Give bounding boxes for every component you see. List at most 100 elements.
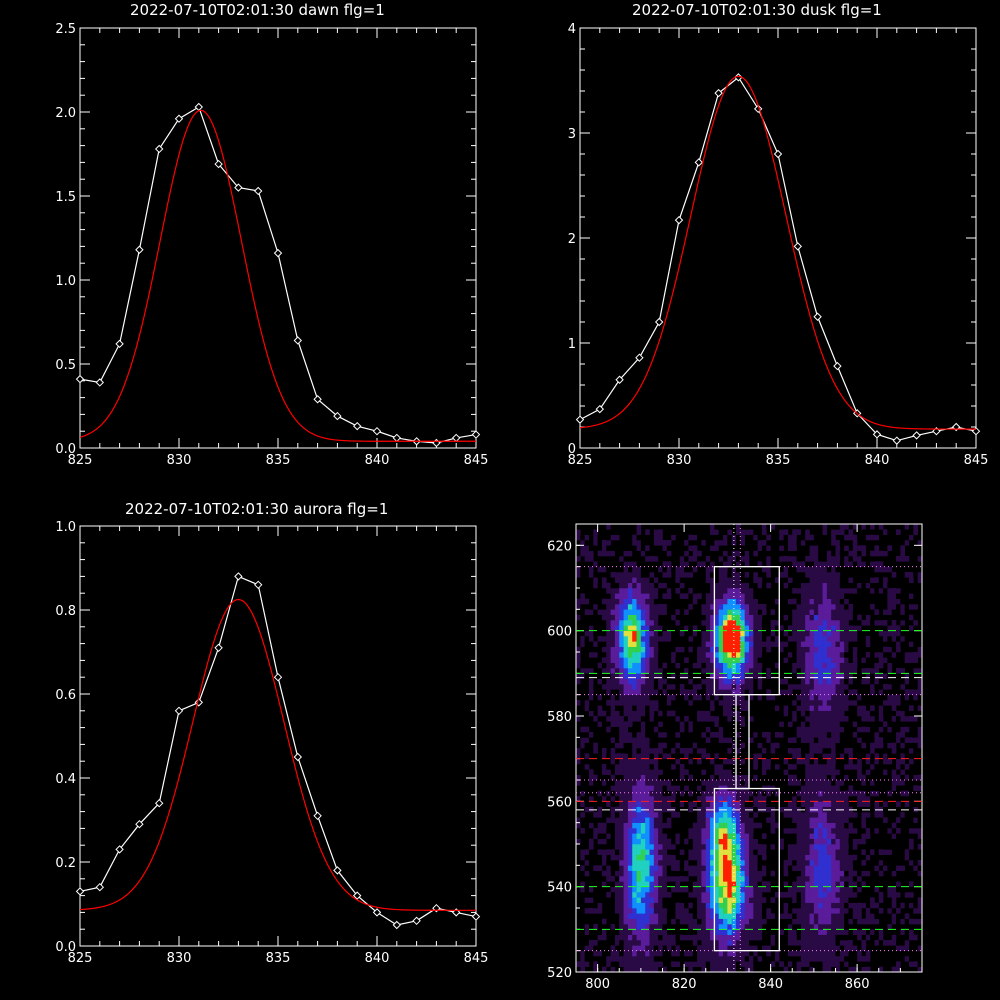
heatmap-cell [774, 742, 780, 749]
heatmap-cell [640, 710, 646, 717]
heatmap-cell [718, 556, 724, 562]
heatmap-cell [835, 588, 841, 594]
heatmap-cell [818, 870, 823, 877]
heatmap-cell [779, 716, 784, 722]
heatmap-cell [684, 908, 689, 914]
heatmap-cell [805, 614, 810, 621]
heatmap-cell [671, 657, 676, 663]
heatmap-cell [619, 540, 624, 546]
heatmap-cell [822, 902, 828, 909]
heatmap-cell [666, 684, 672, 690]
heatmap-cell [844, 726, 849, 733]
heatmap-cell [779, 854, 784, 861]
heatmap-cell [688, 934, 694, 941]
heatmap-cell [792, 545, 797, 551]
heatmap-cell [701, 598, 707, 605]
heatmap-cell [636, 966, 642, 973]
heatmap-cell [675, 540, 681, 546]
heatmap-cell [723, 908, 728, 914]
heatmap-cell [753, 929, 758, 935]
heatmap-cell [692, 604, 698, 610]
heatmap-cell [679, 641, 685, 647]
heatmap-cell [822, 721, 828, 727]
heatmap-cell [757, 945, 763, 951]
heatmap-cell [852, 902, 858, 909]
heatmap-cell [723, 625, 728, 631]
heatmap-cell [744, 726, 750, 733]
heatmap-cell [601, 694, 607, 701]
heatmap-cell [766, 716, 771, 722]
heatmap-cell [675, 785, 681, 791]
heatmap-cell [848, 860, 854, 866]
heatmap-cell [576, 534, 581, 541]
aurora-observed-point [293, 752, 303, 762]
heatmap-cell [701, 673, 707, 679]
heatmap-cell [645, 769, 650, 775]
heatmap-cell [809, 881, 815, 887]
heatmap-cell [792, 673, 797, 679]
heatmap-cell [753, 924, 758, 930]
heatmap-cell [610, 694, 616, 701]
heatmap-cell [640, 945, 646, 951]
heatmap-cell [723, 545, 728, 551]
heatmap-cell [753, 710, 758, 717]
heatmap-cell [593, 940, 598, 946]
heatmap-cell [796, 796, 802, 802]
heatmap-cell [796, 822, 802, 829]
heatmap-cell [597, 556, 603, 562]
heatmap-cell [675, 742, 681, 749]
heatmap-cell [852, 737, 858, 743]
aurora-y-tick-label: 0.0 [55, 940, 76, 955]
heatmap-cell [852, 764, 858, 770]
heatmap-cell [852, 945, 858, 951]
heatmap-cell [688, 886, 694, 893]
heatmap-cell [774, 529, 780, 535]
heatmap-cell [848, 662, 854, 669]
heatmap-cell [736, 524, 741, 530]
heatmap-cell [601, 673, 607, 679]
heatmap-cell [744, 662, 750, 669]
heatmap-cell [766, 646, 771, 653]
heatmap-cell [588, 785, 594, 791]
heatmap-cell [714, 577, 720, 583]
heatmap-cell [705, 641, 711, 647]
heatmap-cell [614, 860, 620, 866]
heatmap-cell [606, 833, 611, 839]
heatmap-cell [779, 929, 784, 935]
heatmap-cell [740, 609, 745, 615]
heatmap-cell [718, 940, 724, 946]
heatmap-cell [848, 550, 854, 557]
heatmap-cell [636, 577, 642, 583]
heatmap-cell [800, 524, 806, 530]
heatmap-cell [671, 556, 676, 562]
heatmap-cell [714, 774, 720, 781]
heatmap-cell [671, 641, 676, 647]
heatmap-cell [645, 849, 650, 855]
heatmap-cell [623, 652, 629, 658]
heatmap-cell [848, 561, 854, 567]
heatmap-cell [697, 742, 702, 749]
heatmap-cell [632, 641, 637, 647]
heatmap-cell [627, 785, 633, 791]
heatmap-cell [584, 614, 590, 621]
heatmap-cell [632, 577, 637, 583]
heatmap-cell [727, 870, 732, 877]
heatmap-cell [710, 838, 715, 845]
heatmap-cell [688, 854, 694, 861]
heatmap-cell [688, 689, 694, 695]
heatmap-cell [601, 822, 607, 829]
heatmap-cell [749, 854, 754, 861]
heatmap-cell [749, 620, 754, 626]
heatmap-cell [835, 593, 841, 599]
heatmap-cell [623, 625, 629, 631]
heatmap-cell [783, 620, 789, 626]
heatmap-cell [597, 790, 603, 797]
heatmap-cell [627, 753, 633, 759]
heatmap-cell [835, 572, 841, 578]
heatmap-cell [710, 636, 715, 642]
heatmap-cell [844, 561, 849, 567]
heatmap-cell [813, 950, 819, 957]
heatmap-cell [640, 785, 646, 791]
heatmap-cell [584, 700, 590, 706]
heatmap-cell [614, 588, 620, 594]
